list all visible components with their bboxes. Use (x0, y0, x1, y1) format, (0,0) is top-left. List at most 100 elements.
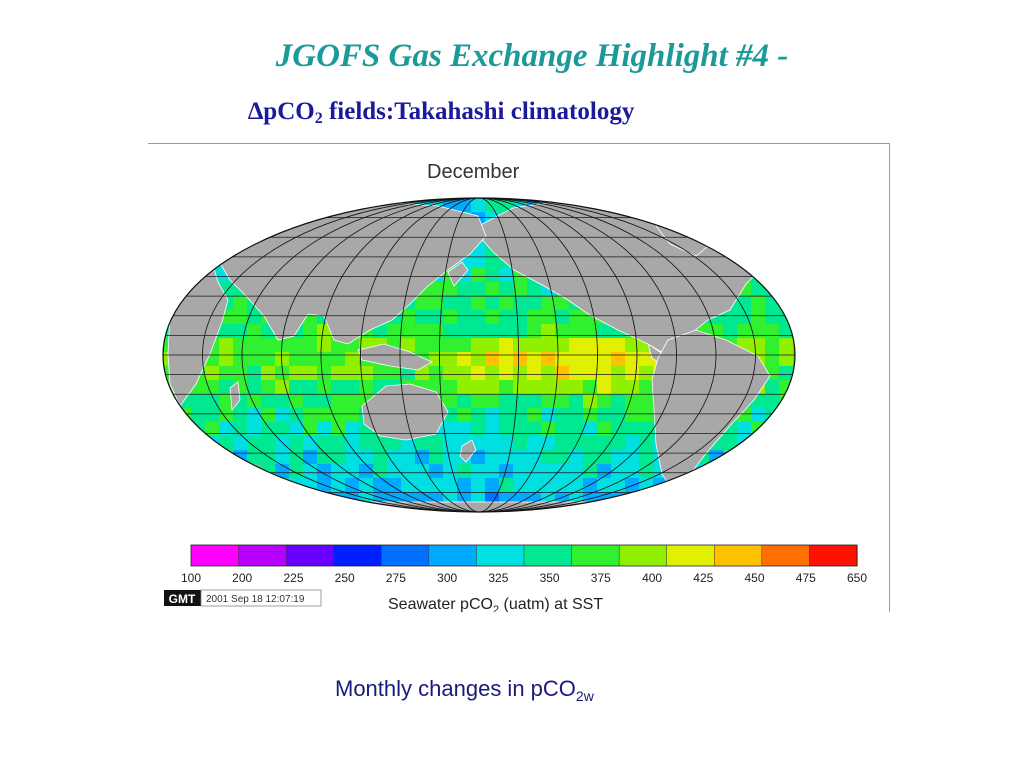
pco2-cell (597, 450, 611, 464)
colorbar-swatch (191, 545, 240, 566)
pco2-cell (625, 464, 639, 478)
colorbar-tick-label: 350 (540, 571, 560, 585)
colorbar-tick-label: 300 (437, 571, 457, 585)
pco2-cell (527, 408, 541, 422)
pco2-cell (541, 324, 555, 338)
pco2-cell (569, 450, 583, 464)
pco2-cell (331, 450, 345, 464)
pco2-cell (639, 352, 653, 366)
pco2-cell (429, 436, 443, 450)
new-zealand (459, 439, 477, 463)
pco2-cell (625, 394, 639, 408)
pco2-cell (513, 352, 527, 366)
pco2-cell (191, 422, 205, 436)
pco2-cell (737, 324, 751, 338)
pco2-cell (597, 366, 611, 380)
pco2-cell (569, 394, 583, 408)
pco2-cell (429, 464, 443, 478)
pco2-cell (457, 422, 471, 436)
pco2-cell (457, 380, 471, 394)
pco2-cell (527, 436, 541, 450)
pco2-cell (233, 366, 247, 380)
pco2-cell (625, 478, 639, 492)
pco2-cell (513, 366, 527, 380)
pco2-cell (317, 450, 331, 464)
pco2-cell (751, 282, 765, 296)
colorbar-swatch (286, 545, 335, 566)
pco2-cell (345, 422, 359, 436)
pco2-cell (359, 492, 373, 506)
pco2-cell (597, 408, 611, 422)
pco2-cell (247, 380, 261, 394)
pco2-cell (541, 394, 555, 408)
pco2-cell (583, 394, 597, 408)
pco2-cell (569, 338, 583, 352)
pco2-cell (583, 436, 597, 450)
pco2-cell (485, 352, 499, 366)
pco2-cell (555, 422, 569, 436)
colorbar-tick-label: 450 (744, 571, 764, 585)
map-area (163, 198, 795, 512)
pco2-cell (429, 366, 443, 380)
pco2-cell (555, 436, 569, 450)
pco2-cell (737, 422, 751, 436)
colorbar-label: Seawater pCO2 (uatm) at SST (388, 596, 603, 612)
pco2-cell (765, 380, 779, 394)
pco2-cell (485, 422, 499, 436)
pco2-cell (331, 464, 345, 478)
pco2-cell (219, 380, 233, 394)
pco2-cell (639, 408, 653, 422)
pco2-cell (527, 422, 541, 436)
pco2-cell (303, 338, 317, 352)
pco2-cell (471, 366, 485, 380)
pco2-cell (247, 394, 261, 408)
pco2-cell (373, 450, 387, 464)
pco2-cell (583, 352, 597, 366)
pco2-cell (303, 366, 317, 380)
timestamp-box (200, 589, 322, 607)
pco2-cell (639, 464, 653, 478)
pco2-cell (429, 450, 443, 464)
pco2-cell (415, 436, 429, 450)
pco2-cell (317, 338, 331, 352)
pco2-cell (639, 450, 653, 464)
pco2-cell (541, 436, 555, 450)
pco2-cell (303, 380, 317, 394)
pco2-cell (443, 324, 457, 338)
caption-text: Monthly changes in pCO (335, 676, 576, 701)
pco2-cell (415, 338, 429, 352)
pco2-cell (205, 422, 219, 436)
pco2-cell (583, 338, 597, 352)
pco2-cell (737, 436, 751, 450)
pco2-cell (331, 478, 345, 492)
pco2-cell (597, 380, 611, 394)
pco2-cell (611, 338, 625, 352)
australia (361, 383, 449, 441)
colorbar (190, 544, 858, 567)
japan (447, 261, 469, 287)
pco2-cell (177, 408, 191, 422)
pco2-cell (485, 324, 499, 338)
pco2-cell (219, 408, 233, 422)
pco2-cell (457, 296, 471, 310)
pco2-cell (317, 366, 331, 380)
pco2-cell (569, 310, 583, 324)
pco2-cell (737, 296, 751, 310)
pco2-cell (219, 324, 233, 338)
pco2-cell (611, 394, 625, 408)
pco2-cell (457, 394, 471, 408)
colorbar-swatch (381, 545, 430, 566)
pco2-cell (471, 394, 485, 408)
pco2-cell (415, 450, 429, 464)
pco2-cell (555, 324, 569, 338)
pco2-cell (527, 338, 541, 352)
pco2-cell (527, 380, 541, 394)
pco2-cell (471, 478, 485, 492)
pco2-cell (443, 338, 457, 352)
pco2-cell (779, 338, 793, 352)
pco2-cell (569, 324, 583, 338)
pco2-cell (541, 450, 555, 464)
caption: Monthly changes in pCO2w (335, 676, 594, 703)
pco2-cell (765, 324, 779, 338)
pco2-cell (639, 380, 653, 394)
